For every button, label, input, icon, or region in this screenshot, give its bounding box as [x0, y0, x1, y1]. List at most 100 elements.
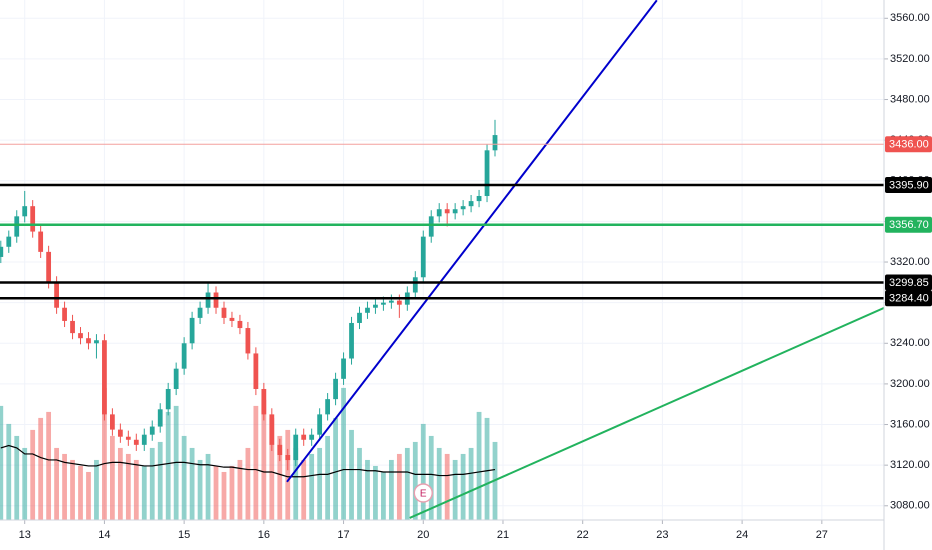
volume-bar — [237, 459, 243, 520]
volume-bar — [444, 453, 450, 520]
candle-body — [420, 236, 426, 278]
volume-bar — [420, 423, 426, 520]
volume-bar — [317, 447, 323, 520]
volume-bar — [396, 453, 402, 520]
volume-bar — [149, 447, 155, 520]
candle-body — [396, 300, 402, 305]
volume-bar — [468, 447, 474, 520]
candle-body — [237, 320, 243, 329]
y-tick-label: 3160.00 — [890, 418, 930, 430]
candle-body — [0, 246, 4, 257]
event-marker — [413, 483, 434, 503]
candle-body — [165, 388, 171, 410]
volume-bar — [325, 435, 331, 520]
volume-bar — [102, 387, 107, 520]
candle-body — [46, 251, 52, 283]
volume-bar — [269, 417, 275, 520]
y-tick-label: 3240.00 — [890, 337, 930, 349]
level-badge — [885, 136, 932, 153]
candle-body — [229, 317, 235, 321]
candle-body — [333, 378, 338, 400]
volume-bar — [78, 465, 83, 520]
volume-bar — [205, 453, 211, 520]
x-tick-label: 13 — [19, 529, 31, 541]
level-label: 3436.00 — [889, 139, 929, 151]
x-tick-label: 21 — [497, 529, 509, 541]
x-tick-label: 14 — [98, 529, 110, 541]
candle-body — [221, 307, 227, 318]
candle-body — [70, 320, 75, 334]
volume-bar — [62, 453, 67, 520]
volume-bar — [460, 453, 466, 520]
candle-body — [341, 358, 346, 379]
event-label: E — [420, 489, 427, 500]
candle-body — [381, 302, 386, 305]
candle-body — [309, 434, 315, 440]
x-tick-label: 15 — [178, 529, 190, 541]
volume-bar — [117, 447, 123, 520]
volume-bar — [357, 447, 362, 520]
y-tick-label: 3320.00 — [890, 256, 930, 268]
candle-body — [117, 429, 123, 437]
candle-body — [197, 307, 203, 318]
y-tick-label: 3080.00 — [890, 500, 930, 512]
volume-bar — [261, 399, 267, 520]
level-label: 3284.40 — [889, 293, 929, 305]
y-tick-label: 3560.00 — [890, 12, 930, 24]
volume-bar — [110, 435, 115, 520]
volume-bar — [94, 459, 99, 520]
level-label: 3395.90 — [889, 179, 929, 191]
volume-bar — [373, 465, 378, 520]
volume-bar — [197, 459, 203, 520]
volume-bar — [165, 411, 171, 520]
trendline — [409, 307, 884, 519]
volume-bar — [70, 459, 75, 520]
candle-body — [86, 338, 91, 344]
candle-body — [484, 150, 490, 197]
volume-ma — [0, 444, 496, 478]
candle-body — [285, 455, 291, 461]
volume-bar — [293, 447, 299, 520]
candle-body — [22, 206, 28, 217]
candle-body — [492, 135, 498, 151]
x-tick-label: 17 — [337, 529, 349, 541]
volume-bar — [86, 471, 91, 520]
candle-body — [365, 307, 370, 313]
volume-bar — [221, 471, 227, 520]
candle-body — [38, 231, 44, 252]
candle-body — [436, 209, 442, 217]
candle-body — [373, 304, 378, 308]
candle-body — [452, 209, 458, 214]
candle-body — [412, 277, 418, 293]
candle-body — [94, 340, 99, 344]
volume-bar — [245, 447, 251, 520]
candle-body — [133, 439, 139, 445]
volume-bar — [285, 429, 291, 520]
volume-bar — [309, 453, 315, 520]
candle-body — [213, 292, 219, 308]
x-tick-label: 27 — [816, 529, 828, 541]
candle-body — [78, 333, 83, 339]
volume-bar — [277, 435, 283, 520]
y-tick-label: 3120.00 — [890, 459, 930, 471]
candle-body — [468, 201, 474, 207]
volume-bar — [476, 411, 482, 520]
candle-body — [261, 388, 267, 415]
y-tick-label: 3480.00 — [890, 93, 930, 105]
volume-bar — [229, 465, 235, 520]
level-badge — [885, 274, 932, 291]
trendline — [286, 0, 658, 483]
candle-body — [141, 434, 147, 445]
volume-bar — [38, 417, 44, 520]
volume-bar — [452, 459, 458, 520]
candle-body — [6, 236, 12, 247]
candle-body — [189, 317, 195, 344]
candle-body — [125, 436, 131, 440]
volume-bar — [253, 405, 259, 520]
candle-body — [357, 312, 362, 323]
candle-body — [388, 300, 394, 303]
volume-bar — [6, 423, 12, 520]
volume-bar — [22, 447, 28, 520]
candle-body — [317, 414, 323, 435]
